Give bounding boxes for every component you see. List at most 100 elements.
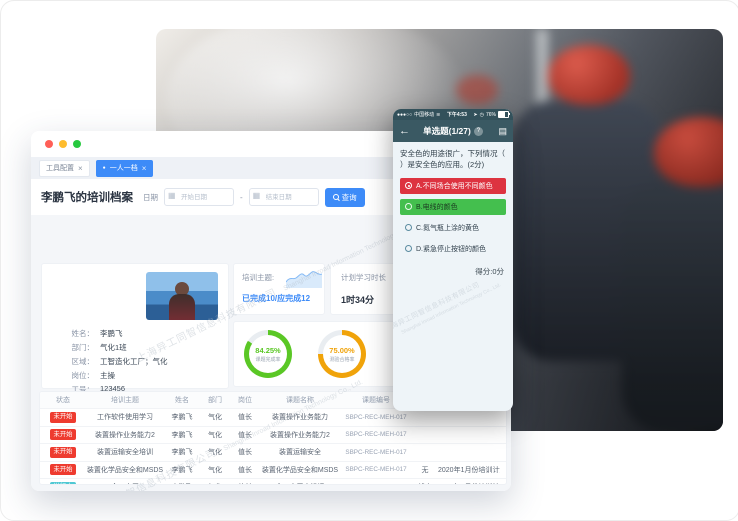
date-label: 日期 (143, 192, 158, 202)
quiz-score: 得分:0分 (475, 266, 504, 276)
window-minimize-button[interactable] (59, 140, 67, 148)
topic-cell: 工作软件使用学习 (97, 414, 153, 422)
calendar-icon: ▦ (252, 191, 261, 200)
table-row: 进行中 金工实习李鹏飞气化值长金工实习实操课SBPC-REC-MEH-017线上2… (40, 478, 506, 485)
end-date-input[interactable] (248, 188, 319, 206)
quiz-option[interactable]: A.不同场合使用不同颜色 (400, 177, 506, 194)
status-badge: 未开始 (49, 411, 77, 423)
quiz-option[interactable]: D.紧急停止按钮的颜色 (400, 241, 506, 257)
donut-chart: 75.00% 测验合格率 (318, 330, 366, 378)
answer-card-icon[interactable]: ▤ (498, 125, 507, 136)
tab-close-icon[interactable]: × (78, 163, 83, 173)
quiz-option-label: B.电线的颜色 (416, 203, 458, 211)
profile-field-label: 姓名： (71, 328, 95, 338)
radio-selected-icon[interactable] (405, 182, 412, 190)
profile-field-value: 气化1班 (100, 342, 127, 352)
back-arrow-icon[interactable]: ← (399, 124, 410, 137)
post-cell: 值长 (238, 466, 252, 474)
profile-field-value: 工智造化工厂；气化 (100, 356, 168, 366)
help-icon[interactable]: ? (473, 126, 483, 136)
status-badge: 进行中 (49, 481, 77, 484)
radio-icon[interactable] (405, 224, 412, 232)
action-cell[interactable]: 查看 (500, 465, 506, 475)
donut-label: 测验合格率 (329, 356, 355, 363)
status-cell: 未开始 (40, 464, 86, 476)
dept-cell: 气化 (208, 431, 222, 439)
tab-close-icon[interactable]: × (141, 163, 147, 173)
course-no-cell: SBPC-REC-MEH-017 (340, 484, 412, 485)
course-cell: 装置运输安全 (279, 449, 321, 457)
profile-field: 岗位： 主操 (42, 369, 228, 383)
start-date-input[interactable] (164, 188, 234, 206)
topic-cell: 装置运输安全培训 (97, 449, 153, 457)
post-cell: 值长 (238, 431, 252, 439)
watermark: 上海异工同智信息科技有限公司 Shanghai Inroad Informati… (393, 266, 502, 342)
phone-nav-bar: ← 单选题(1/27) ? ▤ (393, 120, 513, 142)
end-date-field: ▦ (248, 188, 319, 206)
status-badge: 未开始 (49, 446, 77, 458)
location-arrow-icon: ➤ (473, 111, 478, 118)
profile-field: 姓名： 李鹏飞 (42, 326, 228, 340)
mode-cell: 无 (421, 466, 429, 474)
name-cell: 李鹏飞 (171, 466, 193, 474)
dept-cell: 气化 (208, 466, 222, 474)
worker-helmet-far (456, 75, 498, 105)
watermark-en: Shanghai Inroad Information Technology C… (400, 282, 502, 336)
post-cell: 值长 (238, 449, 252, 457)
profile-field-label: 岗位： (71, 371, 95, 381)
tab-one-person-one-file[interactable]: ● 一人一档 × (95, 159, 154, 177)
page-title: 李鹏飞的培训档案 (41, 192, 133, 204)
topic-cell: 金工实习 (86, 482, 164, 484)
phone-quiz-screenshot: ●●●○○ 中国移动 ≋ 下午4:53 ➤ ◷ 76% ← 单选题(1/27) … (393, 109, 513, 411)
status-cell: 未开始 (40, 446, 86, 458)
radio-icon[interactable] (405, 245, 412, 253)
training-table-inner: 状态 培训主题 姓名 部门 岗位 课题名称 课题编号 未开始 工作软件使用学习 李鹏飞 气化 值长 装置… (40, 392, 506, 485)
table-row: 未开始 工作软件使用学习 李鹏飞 气化 值长 装置操作业务能力 SBPC-REC-MEH-0… (40, 408, 506, 426)
quiz-option[interactable]: C.氮气瓶上涂的黄色 (400, 220, 506, 236)
status-badge: 未开始 (49, 429, 77, 441)
action-cell[interactable]: 查看 (500, 482, 506, 484)
tab-tool-config[interactable]: 工具配置 × (39, 159, 90, 177)
dept-cell: 气化 (208, 449, 222, 457)
quiz-option[interactable]: B.电线的颜色 (400, 198, 506, 215)
plan-cell: 2020年1月份培训计划 (438, 466, 500, 474)
date-range-separator: - (240, 192, 243, 202)
quiz-option-label: D.紧急停止按钮的颜色 (416, 245, 486, 253)
search-button-label: 查询 (341, 192, 357, 202)
tab-label: 一人一档 (109, 165, 138, 172)
course-cell: 装置化学品安全和MSDS (261, 466, 339, 474)
quiz-option-label: A.不同场合使用不同颜色 (416, 182, 493, 190)
course-no-cell: SBPC-REC-MEH-017 (345, 448, 407, 456)
topic-cell: 装置化学品安全和MSDS (86, 466, 164, 474)
course-no-cell: SBPC-REC-MEH-017 (345, 431, 407, 439)
profile-card: 姓名：李鹏飞部门：气化1班区域：工智造化工厂；气化岗位：主操工号：123456积… (41, 263, 229, 409)
topic-label: 培训主题: (242, 273, 275, 282)
course-cell: 装置操作业务能力 (272, 414, 328, 422)
profile-field-label: 部门： (71, 342, 95, 352)
worker-body-right (622, 181, 723, 431)
quiz-question: 安全色的用途很广，下列情况（ ）是安全色的应用。(2分) (400, 149, 505, 169)
donut-chart: 84.25% 课题完成率 (244, 330, 292, 378)
name-cell: 李鹏飞 (171, 431, 193, 439)
profile-field-value: 123456 (100, 384, 126, 394)
table-header-cell: 课题名称 (286, 397, 314, 404)
quiz-options: A.不同场合使用不同颜色 B.电线的颜色 C.氮气瓶上涂的黄色 D.紧急停止按钮的颜色 (400, 177, 506, 257)
radio-icon[interactable] (405, 203, 412, 211)
search-button[interactable]: 查询 (324, 187, 365, 207)
donut-label: 课题完成率 (255, 356, 281, 363)
table-row: 未开始 装置运输安全培训 李鹏飞 气化 值长 装置运输安全 SBPC-REC-MEH-017 (40, 443, 506, 461)
topic-progress-value: 已完成10/应完成12 (242, 294, 311, 303)
start-date-field: ▦ (164, 188, 234, 206)
wifi-icon: ≋ (436, 111, 441, 118)
window-close-button[interactable] (45, 140, 53, 148)
search-icon (332, 194, 339, 200)
phone-status-bar: ●●●○○ 中国移动 ≋ 下午4:53 ➤ ◷ 76% (393, 109, 513, 120)
course-cell: 金工实习实操课 (260, 482, 340, 484)
window-zoom-button[interactable] (73, 140, 81, 148)
name-cell: 李鹏飞 (164, 482, 200, 484)
signal-dots-icon: ●●●○○ (397, 111, 413, 118)
course-no-cell: SBPC-REC-MEH-017 (345, 413, 407, 421)
dept-cell: 气化 (200, 482, 230, 484)
battery-percent: 76% (485, 111, 496, 118)
watermark-cn: 上海异工同智信息科技有限公司 (393, 281, 481, 334)
